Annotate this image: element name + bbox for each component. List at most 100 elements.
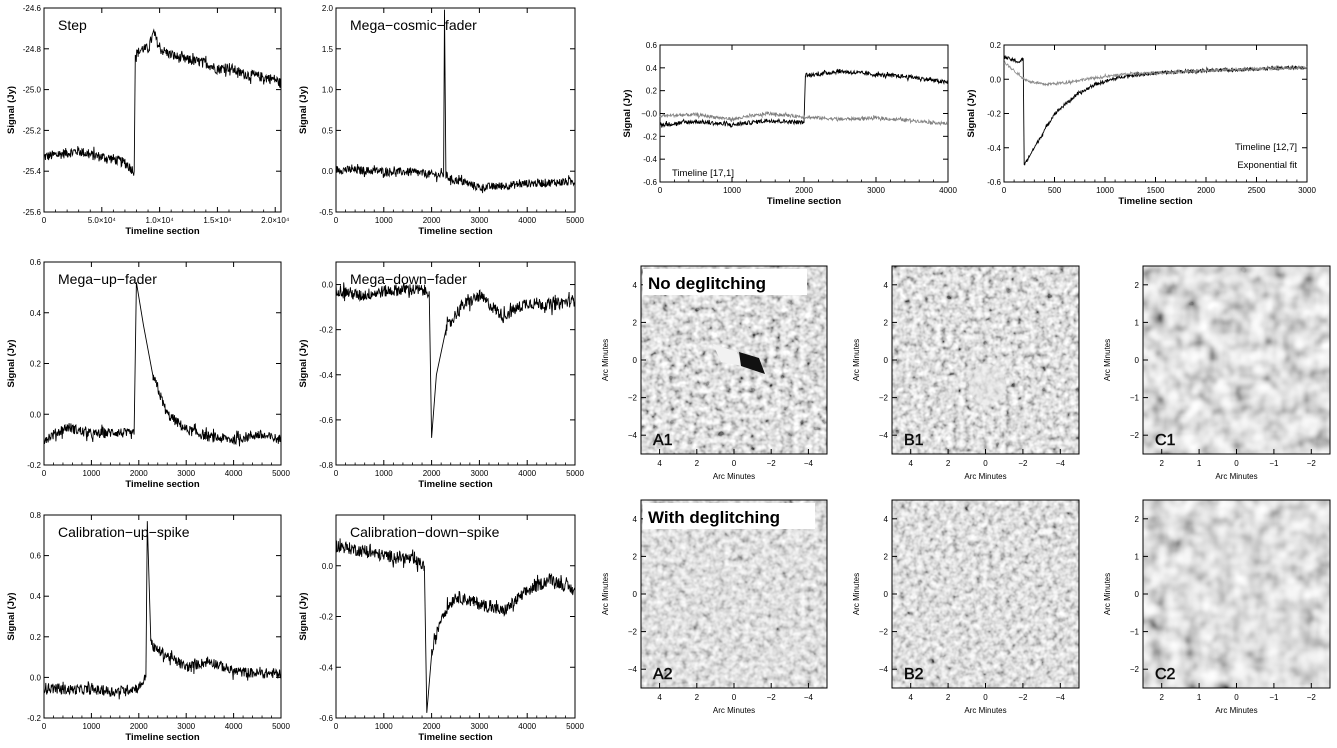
y-tick-label: -0.6 bbox=[643, 178, 657, 187]
x-tick-label: 2 bbox=[1159, 693, 1164, 702]
line-chart-2: 0 1000 2000 3000 4000 5000 -0.2 0.0 0.2 0.4 0.6 Tim… bbox=[6, 258, 290, 490]
x-tick-label: 4000 bbox=[518, 469, 536, 478]
panel-title: Mega−up−fader bbox=[58, 271, 157, 287]
series-line-1 bbox=[659, 111, 949, 127]
y-tick-label: 0.2 bbox=[30, 360, 42, 369]
y-tick-label: −4 bbox=[628, 665, 638, 674]
heatmap-panel-B1: 4 2 0 −2 −4 −4 −2 0 2 4 Arc Minutes Arc Minutes B1 bbox=[852, 265, 1080, 481]
y-tick-label: −2 bbox=[628, 394, 638, 403]
x-tick-label: 0 bbox=[42, 216, 47, 225]
y-tick-label: -0.2 bbox=[987, 110, 1001, 119]
x-tick-label: 1 bbox=[1197, 693, 1202, 702]
y-tick-label: 0.2 bbox=[646, 87, 658, 96]
y-axis-label: Signal (Jy) bbox=[6, 339, 17, 387]
heatmap-panel-C2: 2 1 0 −1 −2 −2 −1 0 1 2 Arc Minutes Arc Minutes C2 bbox=[1103, 499, 1331, 715]
x-tick-label: 3000 bbox=[471, 722, 489, 731]
x-axis-label: Timeline section bbox=[125, 226, 199, 237]
x-tick-label: 5000 bbox=[566, 469, 584, 478]
plot-frame bbox=[335, 7, 576, 213]
x-tick-label: 0 bbox=[42, 469, 47, 478]
y-tick-label: -0.2 bbox=[319, 326, 333, 335]
x-tick-label: 0 bbox=[658, 186, 663, 195]
x-axis-label: Timeline section bbox=[1118, 196, 1192, 207]
x-axis-label: Arc Minutes bbox=[964, 472, 1006, 481]
x-tick-label: 1.5×10⁴ bbox=[203, 216, 232, 225]
y-axis-label: Signal (Jy) bbox=[298, 86, 309, 134]
panel-label: C2 bbox=[1155, 666, 1176, 683]
series-line-0 bbox=[335, 9, 576, 194]
x-tick-label: 2 bbox=[946, 459, 951, 468]
panel-label: B1 bbox=[904, 432, 924, 449]
y-axis-label: Signal (Jy) bbox=[298, 339, 309, 387]
y-tick-label: 1 bbox=[1135, 318, 1140, 327]
y-tick-label: -0.4 bbox=[319, 371, 333, 380]
x-axis-label: Arc Minutes bbox=[1215, 472, 1257, 481]
panel-label: A2 bbox=[653, 666, 673, 683]
y-tick-label: −2 bbox=[628, 628, 638, 637]
x-tick-label: 1000 bbox=[1096, 186, 1114, 195]
heatmap-panel-A2: 4 2 0 −2 −4 −4 −2 0 2 4 Arc Minutes Arc Minutes A2 Wi… bbox=[601, 499, 828, 715]
x-tick-label: 1500 bbox=[1147, 186, 1165, 195]
x-tick-label: 4 bbox=[908, 459, 913, 468]
y-tick-label: 4 bbox=[884, 515, 889, 524]
line-chart-7: 0 500 1000 1500 2000 2500 3000 -0.6 -0.4 -0.2 0.0 0… bbox=[966, 41, 1316, 207]
x-tick-label: 2000 bbox=[423, 722, 441, 731]
y-tick-label: 0.6 bbox=[646, 41, 658, 50]
y-tick-label: 0.5 bbox=[322, 126, 334, 135]
y-tick-label: 4 bbox=[633, 515, 638, 524]
x-tick-label: −4 bbox=[804, 459, 814, 468]
y-tick-label: 0.8 bbox=[30, 511, 42, 520]
sky-map-image bbox=[1143, 266, 1330, 454]
x-axis-label: Arc Minutes bbox=[964, 706, 1006, 715]
y-tick-label: -25.6 bbox=[23, 208, 42, 217]
y-tick-label: -0.6 bbox=[987, 178, 1001, 187]
y-tick-label: 0.0 bbox=[30, 673, 42, 682]
title-box bbox=[643, 269, 807, 295]
x-tick-label: −1 bbox=[1269, 459, 1279, 468]
x-tick-label: 3000 bbox=[1298, 186, 1316, 195]
x-tick-label: 2000 bbox=[423, 469, 441, 478]
x-tick-label: −4 bbox=[804, 693, 814, 702]
x-tick-label: 2 bbox=[695, 459, 700, 468]
plot-frame bbox=[335, 514, 576, 719]
x-axis-label: Timeline section bbox=[125, 732, 199, 743]
y-tick-label: -0.6 bbox=[319, 416, 333, 425]
x-tick-label: −2 bbox=[767, 693, 777, 702]
y-tick-label: 2 bbox=[633, 552, 638, 561]
x-tick-label: 0 bbox=[983, 693, 988, 702]
x-tick-label: 3000 bbox=[177, 469, 195, 478]
y-axis-label: Signal (Jy) bbox=[6, 592, 17, 640]
y-tick-label: -0.6 bbox=[319, 714, 333, 723]
line-chart-1: 0 1000 2000 3000 4000 5000 -0.5 0.0 0.5 1.0 1.5 2.0… bbox=[298, 4, 584, 237]
heatmap-panel-B2: 4 2 0 −2 −4 −4 −2 0 2 4 Arc Minutes Arc Minutes B2 bbox=[852, 499, 1080, 715]
heatmap-panel-C1: 2 1 0 −1 −2 −2 −1 0 1 2 Arc Minutes Arc Minutes C1 bbox=[1103, 265, 1331, 481]
y-axis-label: Arc Minutes bbox=[601, 339, 610, 381]
line-chart-5: 0 1000 2000 3000 4000 5000 -0.6 -0.4 -0.2 0.0 Time… bbox=[298, 514, 584, 743]
y-tick-label: -24.8 bbox=[23, 45, 42, 54]
y-axis-label: Arc Minutes bbox=[1103, 573, 1112, 615]
panel-label: A1 bbox=[653, 432, 673, 449]
y-tick-label: -24.6 bbox=[23, 4, 42, 13]
x-tick-label: 4000 bbox=[225, 722, 243, 731]
y-tick-label: -0.2 bbox=[319, 613, 333, 622]
x-tick-label: 4000 bbox=[939, 186, 957, 195]
y-axis-label: Signal (Jy) bbox=[298, 592, 309, 640]
y-axis-label: Signal (Jy) bbox=[622, 89, 633, 137]
panel-title: Calibration−up−spike bbox=[58, 524, 190, 540]
x-tick-label: 2500 bbox=[1248, 186, 1266, 195]
line-chart-3: 0 1000 2000 3000 4000 5000 -0.8 -0.6 -0.4 -0.2 0.0… bbox=[298, 261, 584, 490]
x-tick-label: 500 bbox=[1048, 186, 1062, 195]
y-tick-label: 0.4 bbox=[30, 309, 42, 318]
x-tick-label: 5000 bbox=[272, 469, 290, 478]
x-tick-label: 0 bbox=[334, 722, 339, 731]
x-tick-label: 0 bbox=[983, 459, 988, 468]
glitch-residual bbox=[969, 364, 1005, 404]
x-tick-label: 0 bbox=[1234, 693, 1239, 702]
y-tick-label: 2 bbox=[884, 318, 889, 327]
x-tick-label: 2.0×10⁴ bbox=[261, 216, 290, 225]
glitch-bright-artifact bbox=[713, 344, 743, 366]
y-tick-label: 2 bbox=[633, 318, 638, 327]
heatmap-panel-A1: 4 2 0 −2 −4 −4 −2 0 2 4 Arc Minutes Arc Minutes A1 No… bbox=[601, 265, 828, 481]
sky-map-image bbox=[641, 500, 827, 688]
